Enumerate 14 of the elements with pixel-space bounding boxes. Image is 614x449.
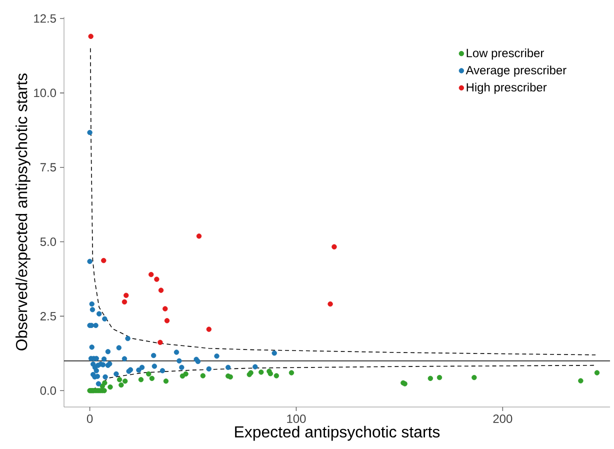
- legend-label: Low prescriber: [466, 48, 544, 60]
- x-tick-label: 200: [493, 414, 512, 423]
- x-axis-title: Expected antipsychotic starts: [235, 426, 440, 441]
- legend-label: High prescriber: [466, 82, 547, 94]
- y-tick-label: 0.0: [40, 386, 56, 395]
- x-tick-label: 0: [86, 414, 93, 423]
- y-axis-title: Observed/expected antipsychotic starts: [16, 74, 30, 350]
- legend-label: Average prescriber: [466, 66, 566, 77]
- y-tick-label: 7.5: [40, 163, 56, 172]
- x-tick-label: 100: [287, 414, 306, 423]
- y-tick-label: 5.0: [40, 238, 56, 246]
- y-tick-label: 2.5: [40, 312, 56, 320]
- y-tick-label: 10.0: [34, 88, 56, 98]
- y-tick-label: 12.5: [34, 14, 56, 23]
